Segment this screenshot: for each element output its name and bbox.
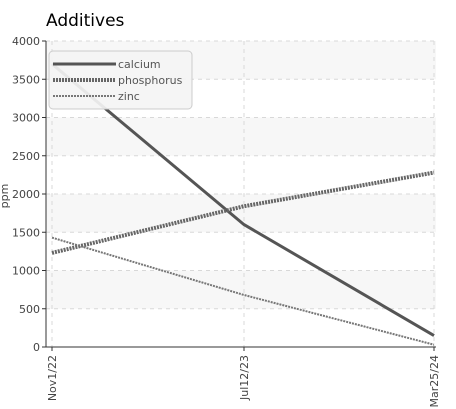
y-tick-label: 1000: [12, 265, 40, 278]
plot-band: [46, 270, 436, 309]
y-tick-label: 4000: [12, 35, 40, 48]
legend-label-phosphorus: phosphorus: [118, 74, 183, 87]
plot-band: [46, 194, 436, 233]
y-tick-label: 2500: [12, 150, 40, 163]
x-tick-label: Mar25/24: [428, 355, 441, 407]
x-axis-ticks: Nov1/22 Jul12/23 Mar25/24: [46, 347, 441, 407]
series-lines: [51, 62, 435, 346]
y-tick-label: 0: [33, 341, 40, 354]
y-axis-label: ppm: [0, 184, 11, 209]
axes: [45, 41, 436, 348]
x-tick-label: Jul12/23: [238, 355, 251, 401]
series-line-calcium: [51, 62, 435, 337]
y-tick-label: 2000: [12, 188, 40, 201]
y-axis-ticks: 0 500 1000 1500 2000 2500 3000 3500 4000: [12, 35, 46, 354]
y-tick-label: 500: [19, 303, 40, 316]
y-tick-label: 3000: [12, 112, 40, 125]
legend-label-zinc: zinc: [118, 90, 140, 103]
x-tick-label: Nov1/22: [46, 355, 59, 401]
legend: calcium phosphorus zinc: [48, 50, 193, 110]
y-tick-label: 1500: [12, 226, 40, 239]
y-tick-label: 3500: [12, 73, 40, 86]
plot-band: [46, 117, 436, 156]
chart-title: Additives: [46, 11, 125, 31]
legend-label-calcium: calcium: [118, 58, 161, 71]
series-line-zinc: [51, 236, 435, 346]
